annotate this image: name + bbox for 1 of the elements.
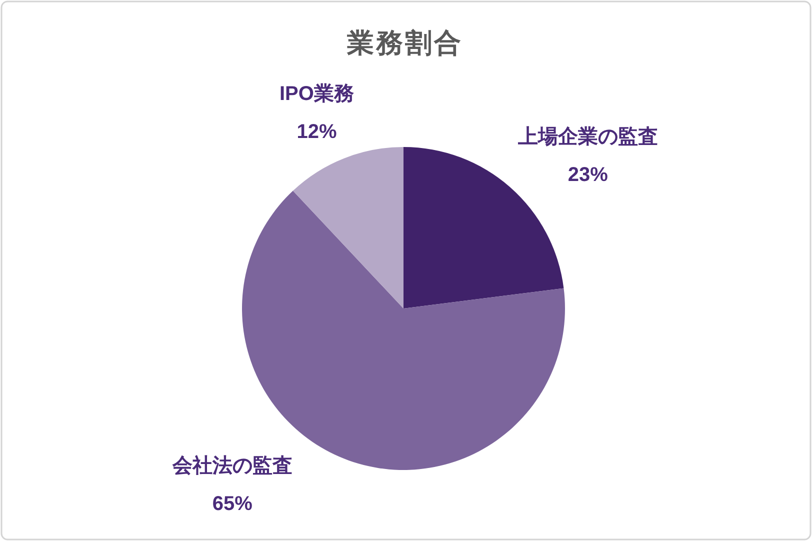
title: 業務割合 <box>347 28 463 58</box>
